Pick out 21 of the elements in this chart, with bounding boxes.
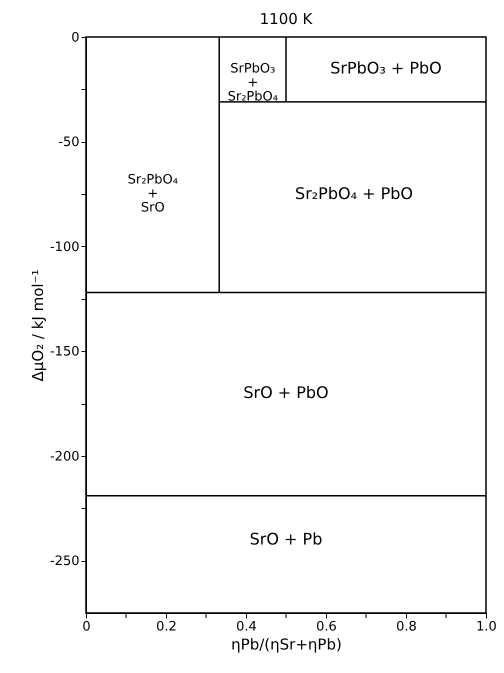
y-tick-label: -150: [50, 344, 80, 360]
annotation: SrO + Pb: [250, 530, 322, 549]
x-tick-label: 0.8: [396, 620, 417, 634]
annotation: Sr₂PbO₄ + SrO: [128, 172, 178, 216]
annotation: SrO + PbO: [243, 383, 329, 402]
annotation: SrPbO₃ + Sr₂PbO₄: [228, 61, 278, 104]
y-tick-label: 0: [71, 30, 80, 46]
annotation: SrPbO₃ + PbO: [330, 58, 442, 78]
x-tick-label: 0.4: [236, 620, 257, 634]
y-tick-label: -200: [50, 449, 80, 464]
x-tick-label: 1.0: [476, 620, 497, 634]
chart-title: 1100 K: [260, 10, 314, 28]
x-tick-label: 0.6: [316, 620, 337, 634]
x-axis-title: ηPb/(ηSr+ηPb): [231, 636, 342, 654]
x-tick-label: 0: [82, 620, 91, 634]
y-tick-label: -50: [58, 135, 80, 150]
y-tick-label: -250: [50, 554, 80, 570]
y-tick-label: -100: [50, 240, 80, 255]
annotation: Sr₂PbO₄ + PbO: [295, 184, 413, 204]
y-axis-title: ΔμO₂ / kJ mol⁻¹: [28, 270, 47, 382]
x-tick-label: 0.2: [156, 620, 177, 634]
